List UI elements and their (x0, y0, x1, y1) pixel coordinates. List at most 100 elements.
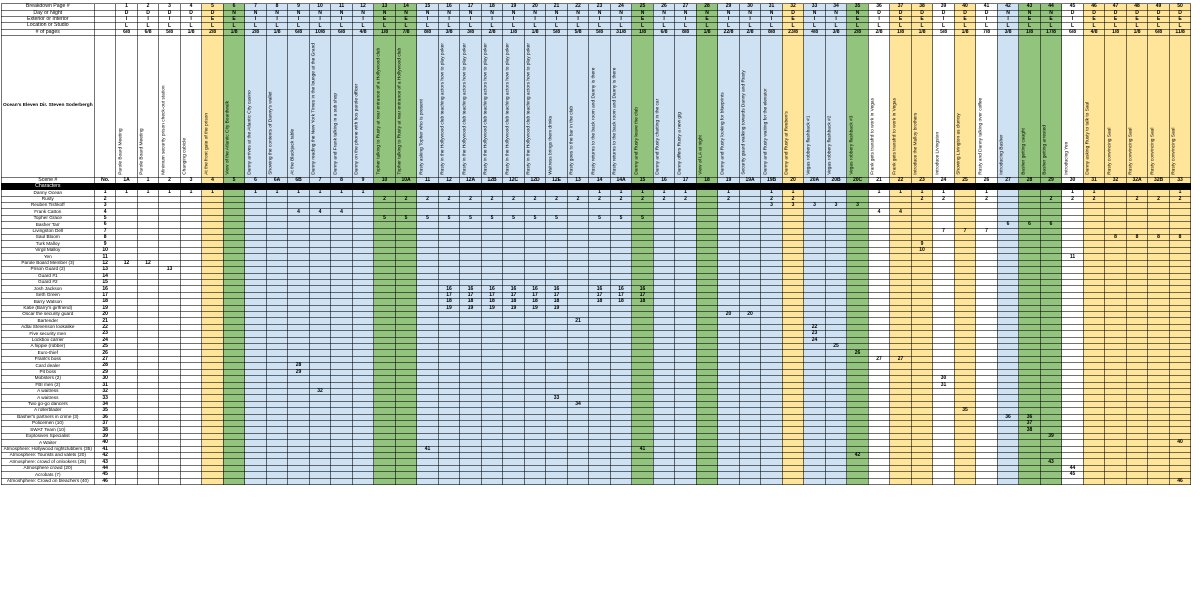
pages-cell-24[interactable]: 5/8 (940, 28, 948, 35)
pages-cell-12D[interactable]: 1/8 (531, 28, 539, 35)
cast-cell-14A-17[interactable]: 17 (618, 291, 624, 298)
cast-cell-20A-3[interactable]: 3 (813, 202, 816, 209)
ext-int-cell-10A[interactable]: E (404, 16, 408, 23)
cast-cell-32A-8[interactable]: 8 (1135, 234, 1139, 241)
pages-cell-12A[interactable]: 3/8 (467, 28, 475, 35)
loc-studio-cell-18[interactable]: L (705, 22, 709, 29)
breakdown-page-cell-1[interactable]: 2 (146, 3, 150, 10)
ext-int-cell-26[interactable]: I (985, 16, 988, 23)
scene-number-cell-13[interactable]: 13 (575, 176, 581, 183)
scene-number-cell-12[interactable]: 12 (446, 176, 452, 183)
loc-studio-cell-1[interactable]: L (146, 22, 150, 29)
day-night-cell-9[interactable]: N (361, 9, 365, 16)
ext-int-cell-33[interactable]: E (1178, 16, 1182, 23)
cast-cell-24-1[interactable]: 1 (942, 189, 945, 196)
cast-cell-23-2[interactable]: 2 (920, 195, 924, 202)
ext-int-cell-25[interactable]: E (963, 16, 967, 23)
scene-number-cell-20A[interactable]: 20A (809, 176, 820, 183)
loc-studio-cell-30[interactable]: L (1071, 22, 1075, 29)
cast-cell-12D-17[interactable]: 17 (532, 291, 538, 298)
character-name-cell[interactable]: Two go-go dancers (27, 401, 68, 407)
character-name-cell[interactable]: A hippie (robber) (30, 343, 66, 349)
cast-cell-29-2[interactable]: 2 (1049, 195, 1053, 202)
scene-desc-cell-30[interactable]: Introducing Yen (1062, 36, 1084, 177)
cast-cell-22-27[interactable]: 27 (897, 356, 904, 363)
character-no-cell[interactable]: 6 (103, 221, 107, 228)
breakdown-page-cell-19B[interactable]: 31 (768, 3, 775, 10)
cast-cell-15-17[interactable]: 17 (639, 291, 646, 298)
breakdown-page-cell-33[interactable]: 50 (1177, 3, 1183, 10)
scene-number-cell-33[interactable]: 33 (1177, 176, 1183, 183)
scene-number-cell-14A[interactable]: 14A (616, 176, 626, 183)
ext-int-cell-19[interactable]: I (727, 16, 730, 23)
cast-cell-12B-5[interactable]: 5 (490, 215, 494, 222)
cast-cell-26-7[interactable]: 7 (985, 227, 988, 234)
loc-studio-cell-27[interactable]: L (1006, 22, 1010, 29)
scene-number-cell-12D[interactable]: 12D (530, 176, 540, 183)
day-night-cell-13[interactable]: N (576, 9, 580, 16)
ext-int-cell-7[interactable]: I (319, 16, 321, 23)
cast-cell-12E-17[interactable]: 17 (553, 291, 560, 298)
pages-cell-1[interactable]: 6/8 (144, 28, 152, 35)
cast-cell-11-5[interactable]: 5 (426, 215, 429, 222)
day-night-cell-3[interactable]: D (189, 9, 193, 16)
loc-studio-cell-20A[interactable]: L (813, 22, 817, 29)
cast-cell-12A-17[interactable]: 17 (467, 291, 474, 298)
day-night-cell-23[interactable]: D (920, 9, 924, 16)
pages-cell-6[interactable]: 2/8 (252, 28, 260, 35)
cast-cell-15-1[interactable]: 1 (641, 189, 644, 196)
cast-cell-22-4[interactable]: 4 (899, 208, 902, 215)
cast-cell-6B-29[interactable]: 29 (295, 368, 302, 375)
loc-studio-cell-6A[interactable]: L (275, 22, 279, 29)
scene-desc-cell-10A[interactable]: Topher talking to Rusty at rear entrance… (395, 36, 417, 177)
cast-cell-22-1[interactable]: 1 (899, 189, 902, 196)
breakdown-page-cell-6A[interactable]: 8 (275, 3, 279, 10)
ext-int-cell-32A[interactable]: E (1135, 16, 1139, 23)
cast-cell-31-1[interactable]: 1 (1092, 189, 1096, 196)
cast-cell-12E-33[interactable]: 33 (553, 394, 560, 401)
scene-desc-cell-25[interactable]: Showing Livington as clumsy (954, 36, 976, 177)
cast-cell-6B-1[interactable]: 1 (297, 189, 300, 196)
character-no-cell[interactable]: 4 (103, 208, 107, 215)
scene-number-cell-22[interactable]: 22 (897, 176, 904, 183)
ext-int-cell-1[interactable]: I (147, 16, 149, 23)
character-no-cell[interactable]: 16 (102, 285, 108, 292)
scene-number-cell-6A[interactable]: 6A (273, 176, 281, 183)
cast-cell-33-8[interactable]: 8 (1178, 234, 1182, 241)
breakdown-page-cell-32[interactable]: 47 (1112, 3, 1119, 10)
scene-desc-cell-19A[interactable]: Security guard walking towards Danny and… (739, 36, 761, 177)
scene-number-cell-16[interactable]: 16 (661, 176, 667, 183)
ext-int-cell-23[interactable]: E (920, 16, 924, 23)
pages-cell-6B[interactable]: 6/8 (295, 28, 303, 35)
character-name-cell[interactable]: Frank Catton (34, 208, 62, 214)
loc-studio-cell-14[interactable]: L (598, 22, 602, 29)
scene-desc-cell-32[interactable]: Rusty convincing Saul (1105, 36, 1127, 177)
pages-cell-20C[interactable]: 2/8 (854, 28, 862, 35)
scene-desc-cell-11[interactable]: Rusty asking Topher who is present (417, 36, 439, 177)
loc-studio-cell-24[interactable]: L (942, 22, 946, 29)
cast-cell-12D-5[interactable]: 5 (533, 215, 537, 222)
breakdown-page-cell-4[interactable]: 5 (211, 3, 214, 10)
ext-int-cell-20B[interactable]: I (835, 16, 837, 23)
scene-number-cell-23[interactable]: 23 (919, 176, 925, 183)
day-night-cell-24[interactable]: D (941, 9, 946, 16)
character-no-cell[interactable]: 24 (102, 336, 108, 343)
ext-int-cell-17[interactable]: I (684, 16, 687, 23)
cast-cell-14A-5[interactable]: 5 (619, 215, 623, 222)
character-no-cell[interactable]: 5 (103, 215, 107, 222)
scene-desc-cell-19[interactable]: Danny and Rusty looking for blueprints (718, 36, 740, 177)
scene-desc-cell-20C[interactable]: Vegas robbery flashback #3 (847, 36, 869, 177)
cast-cell-29-43[interactable]: 43 (1048, 458, 1054, 465)
character-no-cell[interactable]: 19 (102, 304, 108, 311)
ext-int-cell-15[interactable]: E (640, 16, 645, 23)
breakdown-page-cell-3[interactable]: 4 (189, 3, 193, 10)
cast-cell-11-41[interactable]: 41 (424, 445, 431, 452)
cast-cell-13-34[interactable]: 34 (575, 400, 581, 407)
scene-desc-cell-17[interactable]: Danny offers Rusty a new gig (675, 36, 697, 177)
character-name-cell[interactable]: A waitress (37, 394, 59, 400)
pages-cell-14A[interactable]: 31/8 (616, 28, 626, 35)
cast-cell-12A-18[interactable]: 18 (467, 298, 474, 305)
ext-int-cell-20C[interactable]: E (855, 16, 860, 23)
breakdown-page-cell-20[interactable]: 32 (790, 3, 796, 10)
scene-number-cell-11[interactable]: 11 (424, 176, 431, 183)
